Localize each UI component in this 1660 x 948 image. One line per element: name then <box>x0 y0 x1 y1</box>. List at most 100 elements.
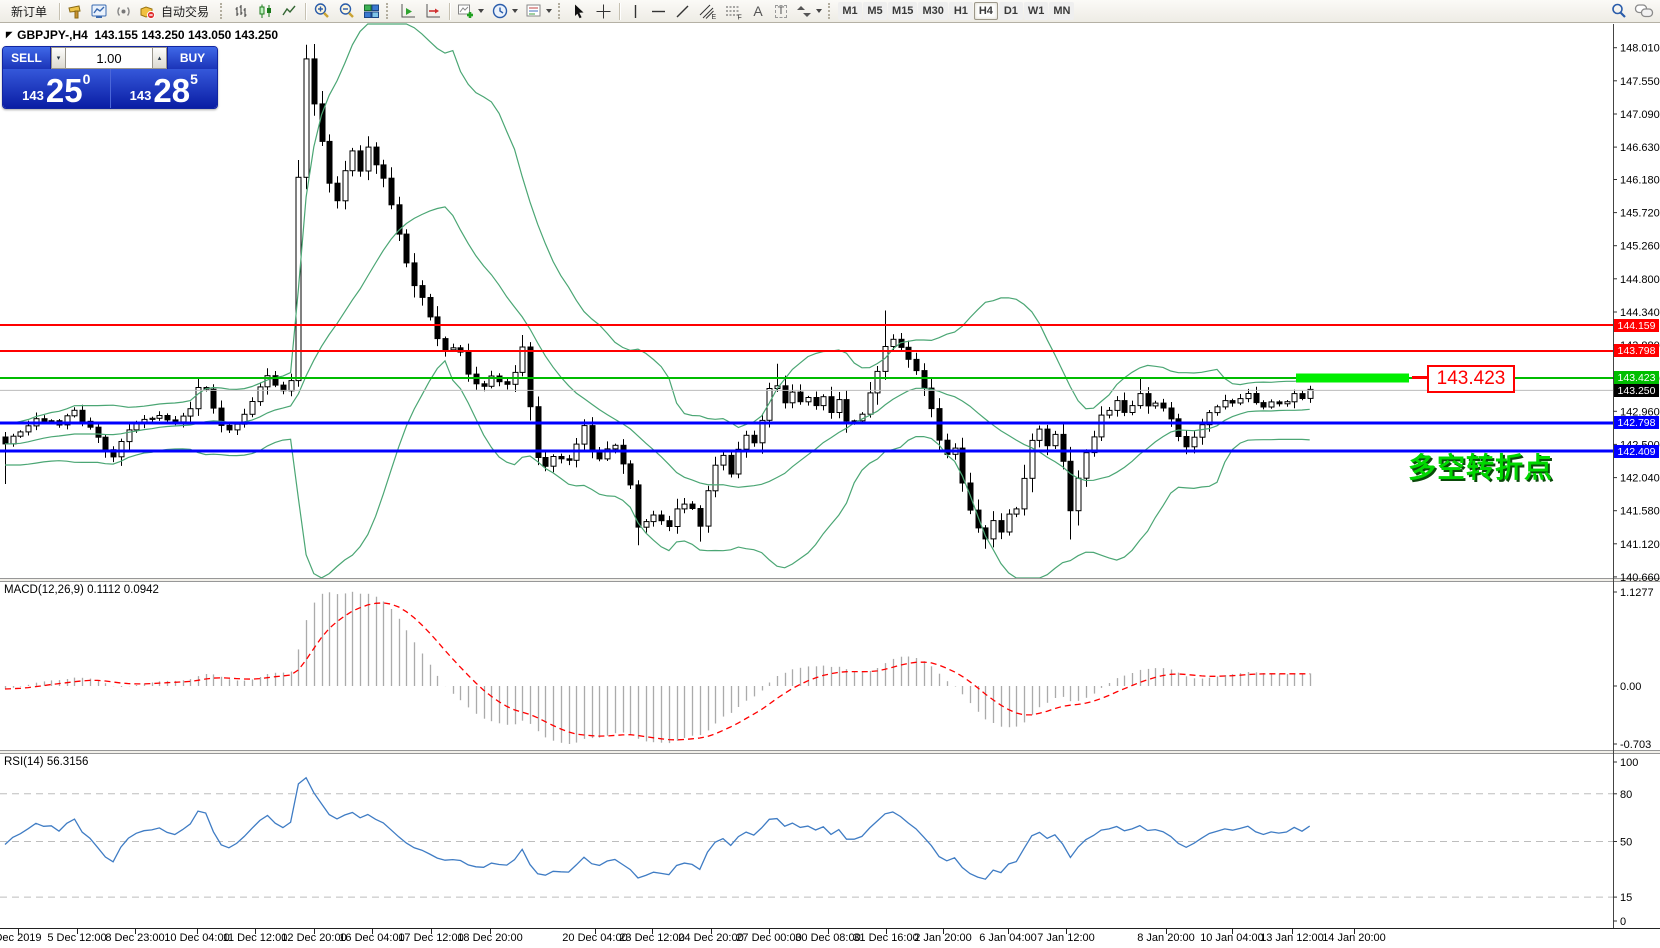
templates-button[interactable] <box>522 1 555 21</box>
svg-text:27 Dec 00:00: 27 Dec 00:00 <box>736 932 801 944</box>
ohlc-text: GBPJPY-,H4 143.155 143.250 143.050 143.2… <box>17 28 279 42</box>
timeframe-m15-button[interactable]: M15 <box>888 2 918 20</box>
search-button[interactable] <box>1607 1 1631 21</box>
line-chart-button[interactable] <box>278 1 301 21</box>
new-order-label: 新订单 <box>11 4 48 19</box>
bar-chart-button[interactable] <box>230 1 253 21</box>
tile-windows-button[interactable] <box>360 1 383 21</box>
vertical-line-tool-button[interactable] <box>624 1 646 21</box>
toolbar-separator <box>449 2 451 20</box>
dropdown-caret-icon <box>546 9 553 13</box>
timeframe-m30-button[interactable]: M30 <box>918 2 948 20</box>
toolbar-grip <box>558 3 565 19</box>
svg-text:142.040: 142.040 <box>1620 473 1660 485</box>
text-tool-button[interactable]: A <box>747 1 769 21</box>
new-order-button[interactable]: 新订单 <box>3 1 55 21</box>
green-highlight-rect <box>1296 373 1409 383</box>
svg-text:8 Jan 20:00: 8 Jan 20:00 <box>1137 932 1195 944</box>
volume-increase-button[interactable]: ▴ <box>152 47 167 69</box>
arrows-icon <box>797 5 812 17</box>
candlestick-icon <box>259 4 272 18</box>
zoom-in-icon <box>314 3 329 18</box>
price-tag: 142.409 <box>1614 445 1659 458</box>
macd-label: MACD(12,26,9) 0.1112 0.0942 <box>4 584 159 596</box>
svg-text:8 Dec 23:00: 8 Dec 23:00 <box>105 932 164 944</box>
svg-text:144.340: 144.340 <box>1620 307 1660 319</box>
timeframe-mn-button[interactable]: MN <box>1049 2 1075 20</box>
svg-text:146.180: 146.180 <box>1620 175 1660 187</box>
svg-text:141.580: 141.580 <box>1620 506 1660 518</box>
volume-decrease-button[interactable]: ▾ <box>51 47 66 69</box>
svg-text:142.960: 142.960 <box>1620 406 1660 418</box>
template-icon <box>526 4 541 17</box>
candlestick-chart-button[interactable] <box>254 1 277 21</box>
svg-text:0.00: 0.00 <box>1620 681 1641 693</box>
sell-price-sup: 0 <box>82 71 91 87</box>
toolbar: 新订单 <box>0 0 1660 23</box>
timeframe-m1-button[interactable]: M1 <box>838 2 863 20</box>
autotrading-label: 自动交易 <box>161 4 210 19</box>
svg-text:Dec 2019: Dec 2019 <box>0 932 42 944</box>
timeframe-h4-button[interactable]: H4 <box>973 2 998 20</box>
svg-text:31 Dec 16:00: 31 Dec 16:00 <box>853 932 918 944</box>
svg-text:1.1277: 1.1277 <box>1620 587 1654 599</box>
buy-price-prefix: 143 <box>129 88 152 103</box>
one-click-prices: 143 25 0 143 28 5 <box>3 69 217 108</box>
macd-histogram <box>4 591 1312 744</box>
sell-price-prefix: 143 <box>22 88 44 103</box>
volume-value[interactable]: 1.00 <box>66 47 152 69</box>
equidistant-channel-tool-button[interactable]: E <box>695 1 720 21</box>
turning-point-annotation[interactable]: 多空转折点 <box>1408 452 1554 483</box>
hammer-button[interactable] <box>64 1 87 21</box>
svg-text:141.120: 141.120 <box>1620 539 1660 551</box>
svg-text:147.550: 147.550 <box>1620 76 1660 88</box>
toolbar-separator <box>59 2 61 20</box>
timeframe-d1-button[interactable]: D1 <box>998 2 1023 20</box>
timeframe-w1-button[interactable]: W1 <box>1023 2 1049 20</box>
toolbar-grip <box>386 3 393 19</box>
cursor-tool-button[interactable] <box>568 1 591 21</box>
vertical-line-icon <box>634 4 636 18</box>
bollinger-middle-band <box>5 206 1310 488</box>
text-label-tool-button[interactable]: T <box>770 1 792 21</box>
periods-button[interactable] <box>488 1 521 21</box>
svg-text:145.720: 145.720 <box>1620 208 1660 220</box>
arrows-tool-button[interactable] <box>793 1 825 21</box>
auto-scroll-button[interactable] <box>396 1 420 21</box>
svg-text:14 Jan 20:00: 14 Jan 20:00 <box>1322 932 1386 944</box>
new-chart-button[interactable] <box>88 1 111 21</box>
sell-button[interactable]: SELL <box>3 47 51 69</box>
timeframe-m5-button[interactable]: M5 <box>863 2 888 20</box>
one-click-trading-panel: SELL ▾ 1.00 ▴ BUY 143 25 0 143 28 5 <box>2 46 218 109</box>
buy-price-box[interactable]: 143 28 5 <box>110 69 217 109</box>
zoom-out-button[interactable] <box>335 1 359 21</box>
trendline-tool-button[interactable] <box>671 1 694 21</box>
autotrading-button[interactable]: 自动交易 <box>136 1 217 21</box>
signal-button[interactable] <box>112 1 135 21</box>
svg-text:20 Dec 04:00: 20 Dec 04:00 <box>562 932 627 944</box>
sell-price-box[interactable]: 143 25 0 <box>3 69 111 108</box>
crosshair-tool-button[interactable] <box>592 1 615 21</box>
price-tag: 143.423 <box>1614 371 1659 384</box>
svg-text:146.630: 146.630 <box>1620 142 1660 154</box>
svg-text:10 Jan 04:00: 10 Jan 04:00 <box>1200 932 1264 944</box>
chat-icon <box>1634 4 1654 18</box>
fibonacci-tool-button[interactable]: F <box>721 1 746 21</box>
buy-button[interactable]: BUY <box>167 47 217 69</box>
candles-layer <box>2 44 1314 549</box>
chat-button[interactable] <box>1631 1 1657 21</box>
timeframe-h1-button[interactable]: H1 <box>948 2 973 20</box>
volume-stepper[interactable]: ▾ 1.00 ▴ <box>51 47 167 69</box>
search-icon <box>1612 3 1626 18</box>
price-label-box[interactable]: 143.423 <box>1427 364 1515 393</box>
svg-text:18 Dec 20:00: 18 Dec 20:00 <box>457 932 522 944</box>
horizontal-line-tool-button[interactable] <box>647 1 670 21</box>
indicators-button[interactable] <box>454 1 487 21</box>
chart-ohlc-title: ◤ GBPJPY-,H4 143.155 143.250 143.050 143… <box>6 28 278 42</box>
chart-shift-button[interactable] <box>421 1 445 21</box>
zoom-in-button[interactable] <box>310 1 334 21</box>
svg-text:E: E <box>712 14 717 20</box>
buy-price-big: 28 <box>153 71 191 109</box>
